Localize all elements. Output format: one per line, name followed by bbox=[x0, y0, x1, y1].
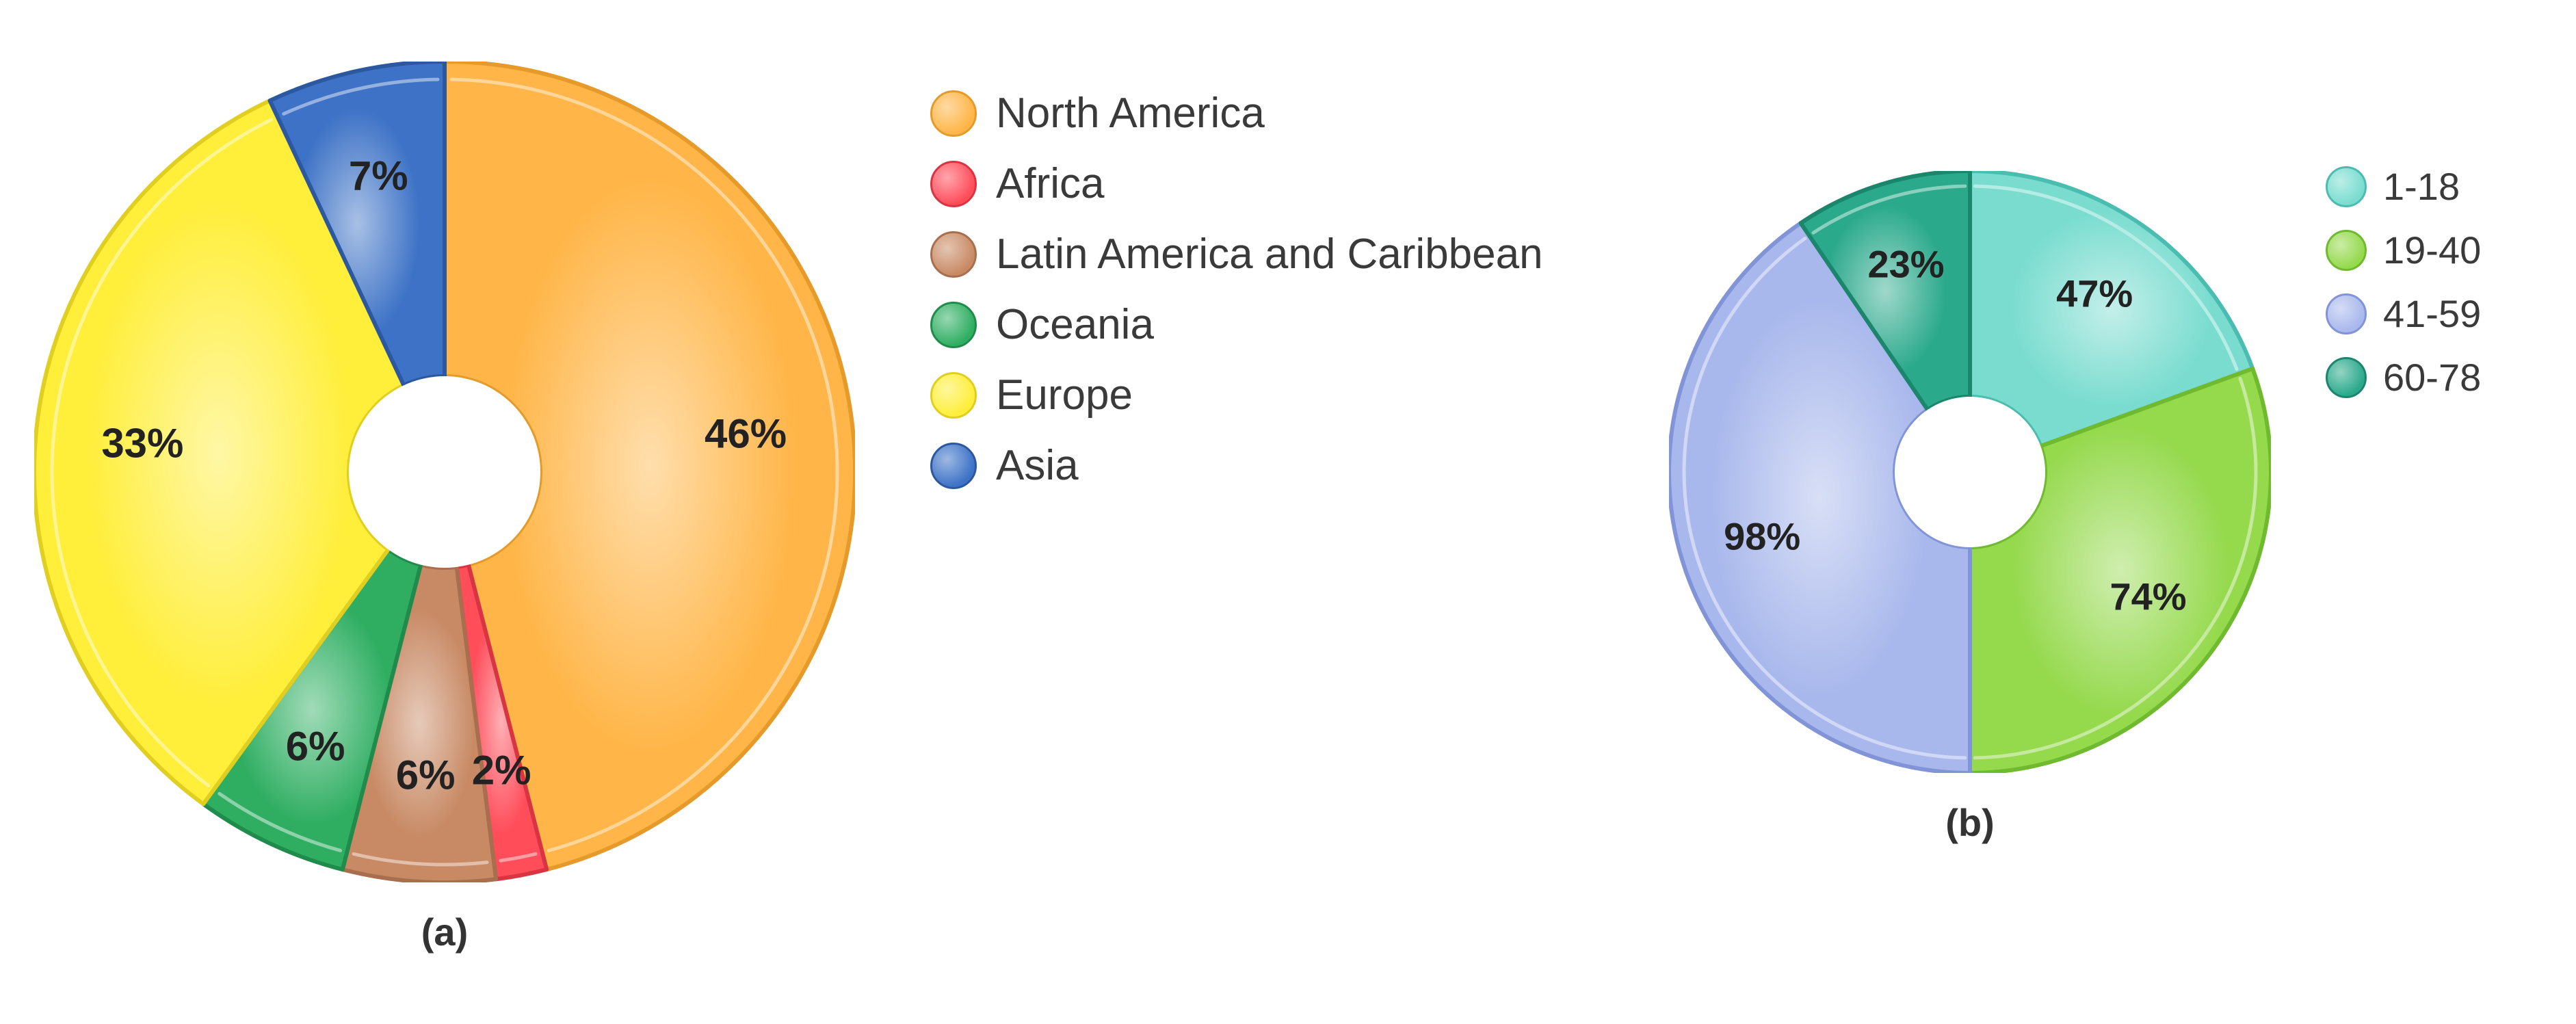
chart-a-legend: North America Africa Latin America and Car… bbox=[930, 89, 1543, 490]
chart_a-legend-item-1: Africa bbox=[930, 159, 1543, 208]
chart_b-legend-item-0: 1-18 bbox=[2326, 164, 2481, 209]
chart_a-legend-label-4: Europe bbox=[996, 371, 1133, 419]
chart_b-slice-1-label: 74% bbox=[2110, 575, 2186, 619]
chart_b-legend-item-1: 19-40 bbox=[2326, 228, 2481, 272]
figure-canvas: North America Africa Latin America and Car… bbox=[0, 0, 2576, 1024]
chart_b-legend-label-1: 19-40 bbox=[2383, 228, 2481, 272]
chart_b-slice-0-label: 47% bbox=[2056, 272, 2133, 316]
chart-b-donut bbox=[1669, 171, 2271, 773]
chart_b-legend-item-3: 60-78 bbox=[2326, 355, 2481, 399]
chart_a-legend-item-4: Europe bbox=[930, 371, 1543, 419]
chart_a-legend-swatch-5 bbox=[930, 443, 977, 489]
chart_a-slice-3-label: 6% bbox=[286, 723, 345, 770]
chart_a-slice-4-label: 33% bbox=[101, 420, 183, 467]
chart_a-legend-label-5: Asia bbox=[996, 441, 1079, 490]
chart-b-caption: (b) bbox=[1945, 800, 1995, 845]
chart_a-slice-2-label: 6% bbox=[396, 751, 456, 798]
chart_b-legend-label-0: 1-18 bbox=[2383, 164, 2460, 209]
chart_a-hole bbox=[349, 376, 540, 568]
chart_b-legend-swatch-0 bbox=[2326, 166, 2367, 207]
chart_a-legend-item-2: Latin America and Caribbean bbox=[930, 230, 1543, 278]
chart-b-legend: 1-18 19-40 41-59 60-78 bbox=[2326, 164, 2481, 399]
chart_a-slice-1-label: 2% bbox=[472, 746, 531, 793]
chart_b-slice-3-label: 23% bbox=[1867, 242, 1944, 287]
chart_a-legend-swatch-3 bbox=[930, 302, 977, 348]
chart_a-legend-label-3: Oceania bbox=[996, 300, 1154, 349]
chart_b-hole bbox=[1895, 397, 2045, 547]
chart_b-legend-label-3: 60-78 bbox=[2383, 355, 2481, 399]
chart_a-legend-swatch-2 bbox=[930, 231, 977, 278]
chart_b-legend-swatch-3 bbox=[2326, 357, 2367, 398]
chart_a-legend-item-3: Oceania bbox=[930, 300, 1543, 349]
chart_a-legend-swatch-0 bbox=[930, 90, 977, 137]
chart_b-legend-swatch-2 bbox=[2326, 293, 2367, 334]
chart_a-legend-swatch-4 bbox=[930, 372, 977, 419]
chart-b-container bbox=[1669, 171, 2271, 773]
chart_b-legend-swatch-1 bbox=[2326, 230, 2367, 271]
chart_a-legend-label-1: Africa bbox=[996, 159, 1104, 208]
chart_b-slice-2-label: 98% bbox=[1724, 514, 1800, 558]
chart-a-caption: (a) bbox=[421, 910, 468, 954]
chart_a-slice-0-label: 46% bbox=[705, 410, 787, 458]
chart_a-legend-item-0: North America bbox=[930, 89, 1543, 137]
chart_a-legend-label-0: North America bbox=[996, 89, 1265, 137]
chart_a-legend-label-2: Latin America and Caribbean bbox=[996, 230, 1543, 278]
chart_a-legend-swatch-1 bbox=[930, 161, 977, 207]
chart_b-legend-label-2: 41-59 bbox=[2383, 291, 2481, 336]
chart_b-legend-item-2: 41-59 bbox=[2326, 291, 2481, 336]
chart_a-legend-item-5: Asia bbox=[930, 441, 1543, 490]
chart_a-slice-5-label: 7% bbox=[349, 153, 408, 200]
